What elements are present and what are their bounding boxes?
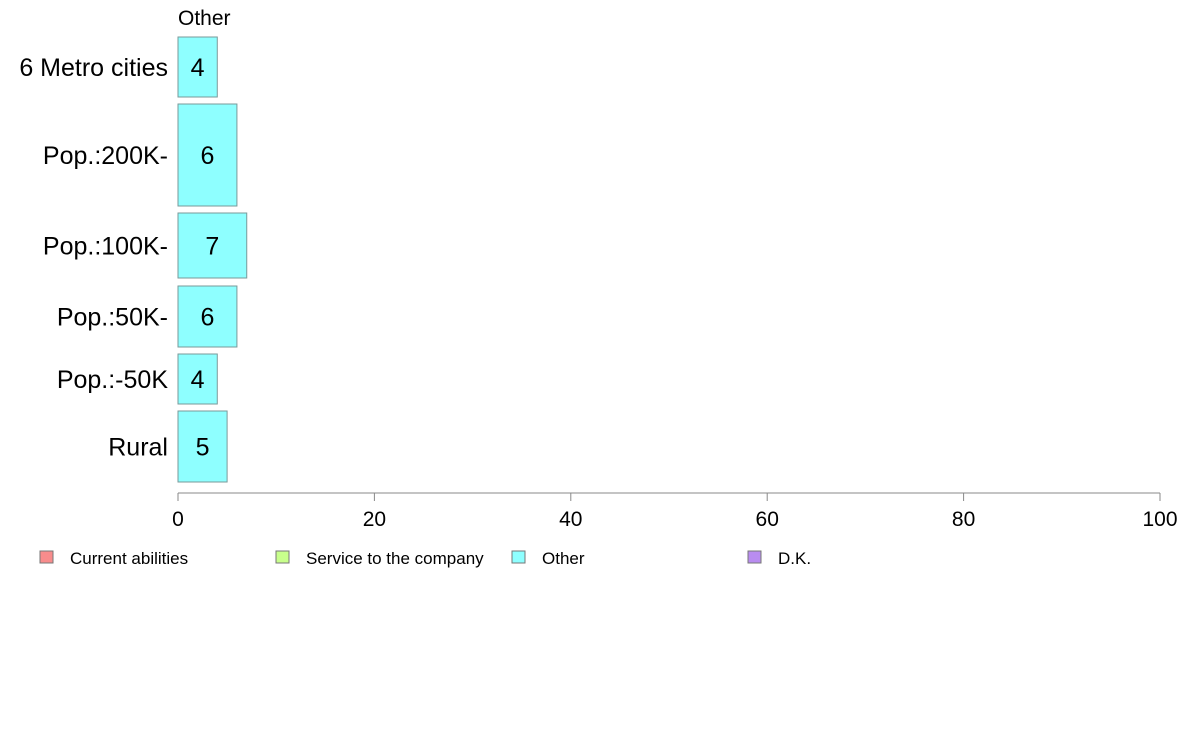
bar bbox=[177, 103, 238, 207]
legend-swatch bbox=[511, 550, 526, 564]
legend-swatch bbox=[39, 550, 54, 564]
x-tick-label: 0 bbox=[172, 508, 184, 531]
legend: Current abilities Service to the company O… bbox=[39, 549, 811, 568]
panel-title: Other bbox=[178, 7, 231, 30]
data-label: 4 bbox=[191, 366, 205, 394]
legend-label: Service to the company bbox=[306, 549, 484, 568]
category-label: 6 Metro cities bbox=[19, 54, 168, 82]
legend-label: Other bbox=[542, 549, 585, 568]
category-label: Rural bbox=[108, 434, 168, 462]
category-label: Pop.:100K- bbox=[43, 233, 168, 261]
x-tick-label: 20 bbox=[363, 508, 386, 531]
bar bbox=[177, 212, 248, 279]
category-label: Pop.:200K- bbox=[43, 142, 168, 170]
legend-swatch bbox=[747, 550, 762, 564]
category-label: Pop.:-50K bbox=[57, 366, 169, 394]
x-tick-label: 100 bbox=[1142, 508, 1177, 531]
data-label: 6 bbox=[201, 142, 215, 170]
data-label: 7 bbox=[205, 233, 219, 261]
bar bbox=[177, 36, 218, 98]
bar bbox=[177, 285, 238, 348]
x-axis: 0 20 40 60 80 100 bbox=[172, 492, 1178, 531]
legend-swatch bbox=[275, 550, 290, 564]
category-labels: 6 Metro cities Pop.:200K- Pop.:100K- Pop.:5… bbox=[19, 54, 168, 462]
legend-label: D.K. bbox=[778, 549, 811, 568]
x-tick-label: 80 bbox=[952, 508, 975, 531]
bar bbox=[177, 410, 228, 483]
x-tick-label: 40 bbox=[559, 508, 582, 531]
data-label: 4 bbox=[191, 54, 205, 82]
bars-group: 4 6 7 6 4 5 bbox=[177, 36, 248, 483]
data-label: 5 bbox=[196, 434, 210, 462]
category-label: Pop.:50K- bbox=[57, 304, 168, 332]
legend-label: Current abilities bbox=[70, 549, 188, 568]
bar bbox=[177, 353, 218, 405]
x-tick-label: 60 bbox=[756, 508, 779, 531]
data-label: 6 bbox=[201, 304, 215, 332]
